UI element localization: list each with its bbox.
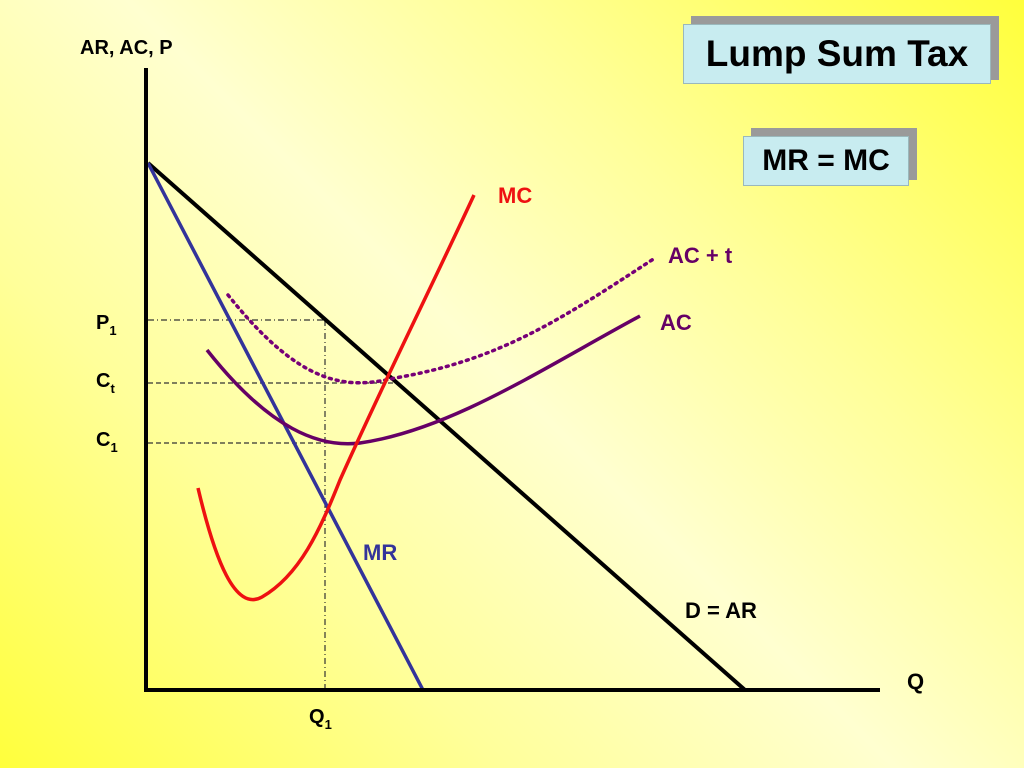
q1-label: Q1 bbox=[309, 706, 332, 732]
profit-max-rule-label: MR = MC bbox=[743, 136, 909, 186]
c1-label: C1 bbox=[96, 429, 118, 455]
mc-curve bbox=[196, 194, 476, 602]
mr-curve bbox=[146, 162, 425, 691]
mr-curve-label: MR bbox=[363, 540, 397, 565]
ac-curve-label: AC bbox=[660, 310, 692, 335]
ac-plus-t-curve bbox=[226, 256, 657, 385]
y-axis-label: AR, AC, P bbox=[80, 37, 173, 59]
slide-title: Lump Sum Tax bbox=[683, 24, 991, 84]
demand-curve-label: D = AR bbox=[685, 598, 757, 623]
ac-curve bbox=[205, 314, 641, 446]
ct-label: Ct bbox=[96, 370, 115, 396]
demand-curve bbox=[146, 161, 747, 692]
x-axis-label: Q bbox=[907, 669, 924, 694]
p1-label: P1 bbox=[96, 312, 117, 338]
mc-curve-label: MC bbox=[498, 183, 532, 208]
ac-plus-t-curve-label: AC + t bbox=[668, 243, 733, 268]
